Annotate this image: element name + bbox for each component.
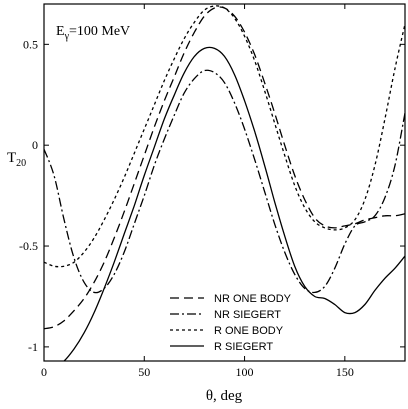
series-line-r-one-body: [44, 5, 405, 268]
tick-layer: 0 50 100 150 -1 -0.5 0 0.5: [19, 4, 405, 379]
x-tick-label: 50: [138, 365, 150, 379]
series-line-nr-siegert: [44, 69, 405, 294]
plot-frame: [43, 3, 406, 362]
y-tick-label: 0.5: [23, 37, 38, 51]
y-axis-title-sub: 20: [16, 158, 26, 169]
y-tick-label: -1: [28, 340, 38, 354]
series-layer: [44, 5, 405, 361]
series-line-r-siegert: [63, 46, 405, 361]
x-tick-label: 100: [236, 365, 254, 379]
legend-label-nr-one-body: NR ONE BODY: [214, 293, 292, 305]
y-axis-title: T20: [7, 150, 26, 169]
legend-label-nr-siegert: NR SIEGERT: [214, 309, 281, 321]
energy-annotation-main: E: [56, 24, 65, 39]
legend-label-r-siegert: R SIEGERT: [214, 341, 273, 353]
x-tick-label: 150: [336, 365, 354, 379]
energy-annotation-sub: γ: [64, 31, 70, 42]
x-tick-label: 0: [41, 365, 47, 379]
y-tick-label: -0.5: [19, 239, 38, 253]
x-axis-title: θ, deg: [206, 388, 243, 404]
legend-label-r-one-body: R ONE BODY: [214, 325, 284, 337]
series-line-nr-one-body: [44, 6, 405, 330]
energy-annotation-rest: =100 MeV: [69, 24, 130, 39]
y-tick-label: 0: [32, 138, 38, 152]
energy-annotation: Eγ=100 MeV: [56, 24, 130, 42]
legend: NR ONE BODY NR SIEGERT R ONE BODY R SIEGERT: [170, 293, 292, 353]
y-axis-title-main: T: [7, 150, 16, 166]
